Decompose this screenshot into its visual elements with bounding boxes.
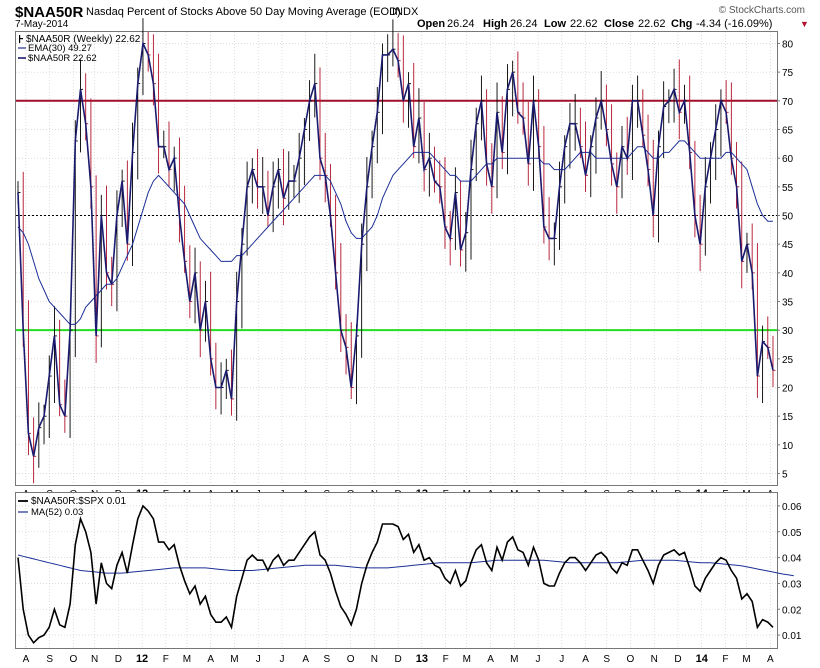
main-reference-lines — [16, 99, 777, 332]
legend-line: $NAA50R 22.62 — [28, 53, 97, 64]
ratio-ytick-label: 0.04 — [782, 554, 802, 565]
ratio-xtick-label: A — [487, 654, 494, 665]
chart-symbol: $NAA50R — [15, 4, 84, 21]
ratio-xtick-label: M — [510, 654, 518, 665]
ratio-xtick-label: F — [443, 654, 449, 665]
ratio-xtick-label: M — [742, 654, 750, 665]
ratio-panel-frame — [15, 492, 778, 649]
chg-label: Chg — [671, 18, 692, 30]
ratio-xtick-label: A — [23, 654, 30, 665]
main-ytick-label: 65 — [782, 125, 794, 136]
legend-weekly: $NAA50R (Weekly) 22.62 — [26, 34, 141, 45]
ratio-xtick-label: O — [70, 654, 78, 665]
main-ytick-label: 45 — [782, 240, 794, 251]
price-bars — [17, 18, 776, 484]
ratio-xtick-label: 12 — [136, 653, 148, 665]
main-grid — [16, 32, 777, 485]
open-label: Open — [417, 18, 445, 30]
main-ytick-label: 15 — [782, 412, 794, 423]
legend-price-bar-icon — [19, 35, 21, 43]
ratio-xtick-label: 13 — [416, 653, 428, 665]
ratio-xtick-label: S — [324, 654, 331, 665]
ratio-x-axis: A S O N D 12 F M A M J J A S O N D 13 F M A M J J A S O N D 14 F M A — [23, 653, 774, 665]
main-ytick-label: 20 — [782, 384, 794, 395]
ratio-xtick-label: A — [582, 654, 589, 665]
main-ytick-label: 80 — [782, 39, 794, 50]
ratio-legend: $NAA50R:$SPX 0.01 MA(52) 0.03 — [18, 496, 126, 518]
ratio-xtick-label: M — [463, 654, 471, 665]
chart-description: Nasdaq Percent of Stocks Above 50 Day Mo… — [86, 6, 401, 18]
legend-ma: MA(52) 0.03 — [31, 507, 83, 518]
ratio-series-lines — [17, 504, 794, 645]
main-legend: $NAA50R (Weekly) 22.62 EMA(30) 49.27 $NA… — [18, 34, 141, 64]
ratio-xtick-label: A — [207, 654, 214, 665]
ratio-xtick-label: J — [536, 654, 541, 665]
chart-date: 7-May-2014 — [15, 19, 69, 30]
main-ytick-label: 40 — [782, 269, 794, 280]
ratio-xtick-label: A — [302, 654, 309, 665]
main-ytick-label: 30 — [782, 326, 794, 337]
legend-price-bar-tick-icon — [20, 38, 23, 40]
ratio-xtick-label: N — [371, 654, 378, 665]
price-line — [17, 40, 774, 457]
ratio-xtick-label: F — [722, 654, 728, 665]
ratio-xtick-label: O — [347, 654, 355, 665]
low-label: Low — [544, 18, 566, 30]
main-panel-frame — [15, 31, 778, 486]
ratio-xtick-label: A — [767, 654, 774, 665]
ratio-xtick-label: D — [115, 654, 122, 665]
ratio-y-axis: 0.01 0.02 0.03 0.04 0.05 0.06 — [777, 502, 802, 642]
chg-down-arrow-icon: ▼ — [800, 19, 809, 29]
open-value: 26.24 — [447, 18, 475, 30]
main-ytick-label: 50 — [782, 211, 794, 222]
close-label: Close — [604, 18, 634, 30]
main-ytick-label: 10 — [782, 441, 794, 452]
ema-line — [17, 140, 773, 325]
legend-ratio: $NAA50R:$SPX 0.01 — [31, 496, 126, 507]
ratio-xtick-label: N — [651, 654, 658, 665]
main-ytick-label: 5 — [782, 470, 788, 481]
ratio-xtick-label: D — [395, 654, 402, 665]
ratio-xtick-label: 14 — [696, 653, 709, 665]
main-ytick-label: 35 — [782, 298, 794, 309]
close-value: 22.62 — [638, 18, 666, 30]
high-label: High — [483, 18, 508, 30]
ratio-xtick-label: S — [46, 654, 53, 665]
main-y-axis: 5 10 15 20 25 30 35 40 45 50 55 60 65 70 75 80 — [777, 39, 794, 481]
chart-exchange: INDX — [392, 6, 419, 18]
legend-ema: EMA(30) 49.27 — [28, 43, 92, 54]
ratio-ytick-label: 0.05 — [782, 528, 802, 539]
main-series-lines — [17, 40, 774, 457]
ratio-ytick-label: 0.03 — [782, 579, 802, 590]
ratio-xtick-label: D — [674, 654, 681, 665]
low-value: 22.62 — [570, 18, 598, 30]
ratio-xtick-label: N — [91, 654, 98, 665]
high-value: 26.24 — [510, 18, 538, 30]
ratio-ytick-label: 0.06 — [782, 502, 802, 513]
main-ytick-label: 55 — [782, 183, 794, 194]
ratio-xtick-label: J — [559, 654, 564, 665]
main-ytick-label: 70 — [782, 97, 794, 108]
ma-line — [17, 554, 794, 577]
chart-watermark: © StockCharts.com — [719, 5, 805, 16]
ratio-xtick-label: M — [230, 654, 238, 665]
ratio-xtick-label: J — [256, 654, 261, 665]
ratio-xtick-label: J — [279, 654, 284, 665]
ratio-grid — [16, 493, 777, 648]
ratio-xtick-label: M — [183, 654, 191, 665]
ratio-xtick-label: O — [627, 654, 635, 665]
ratio-xtick-label: F — [163, 654, 169, 665]
ratio-line — [17, 504, 774, 645]
main-ytick-label: 25 — [782, 355, 794, 366]
chg-value: -4.34 (-16.09%) — [696, 18, 772, 30]
ratio-xtick-label: S — [603, 654, 610, 665]
ratio-ytick-label: 0.02 — [782, 605, 802, 616]
main-ytick-label: 60 — [782, 154, 794, 165]
ratio-ytick-label: 0.01 — [782, 631, 802, 642]
main-ytick-label: 75 — [782, 68, 794, 79]
